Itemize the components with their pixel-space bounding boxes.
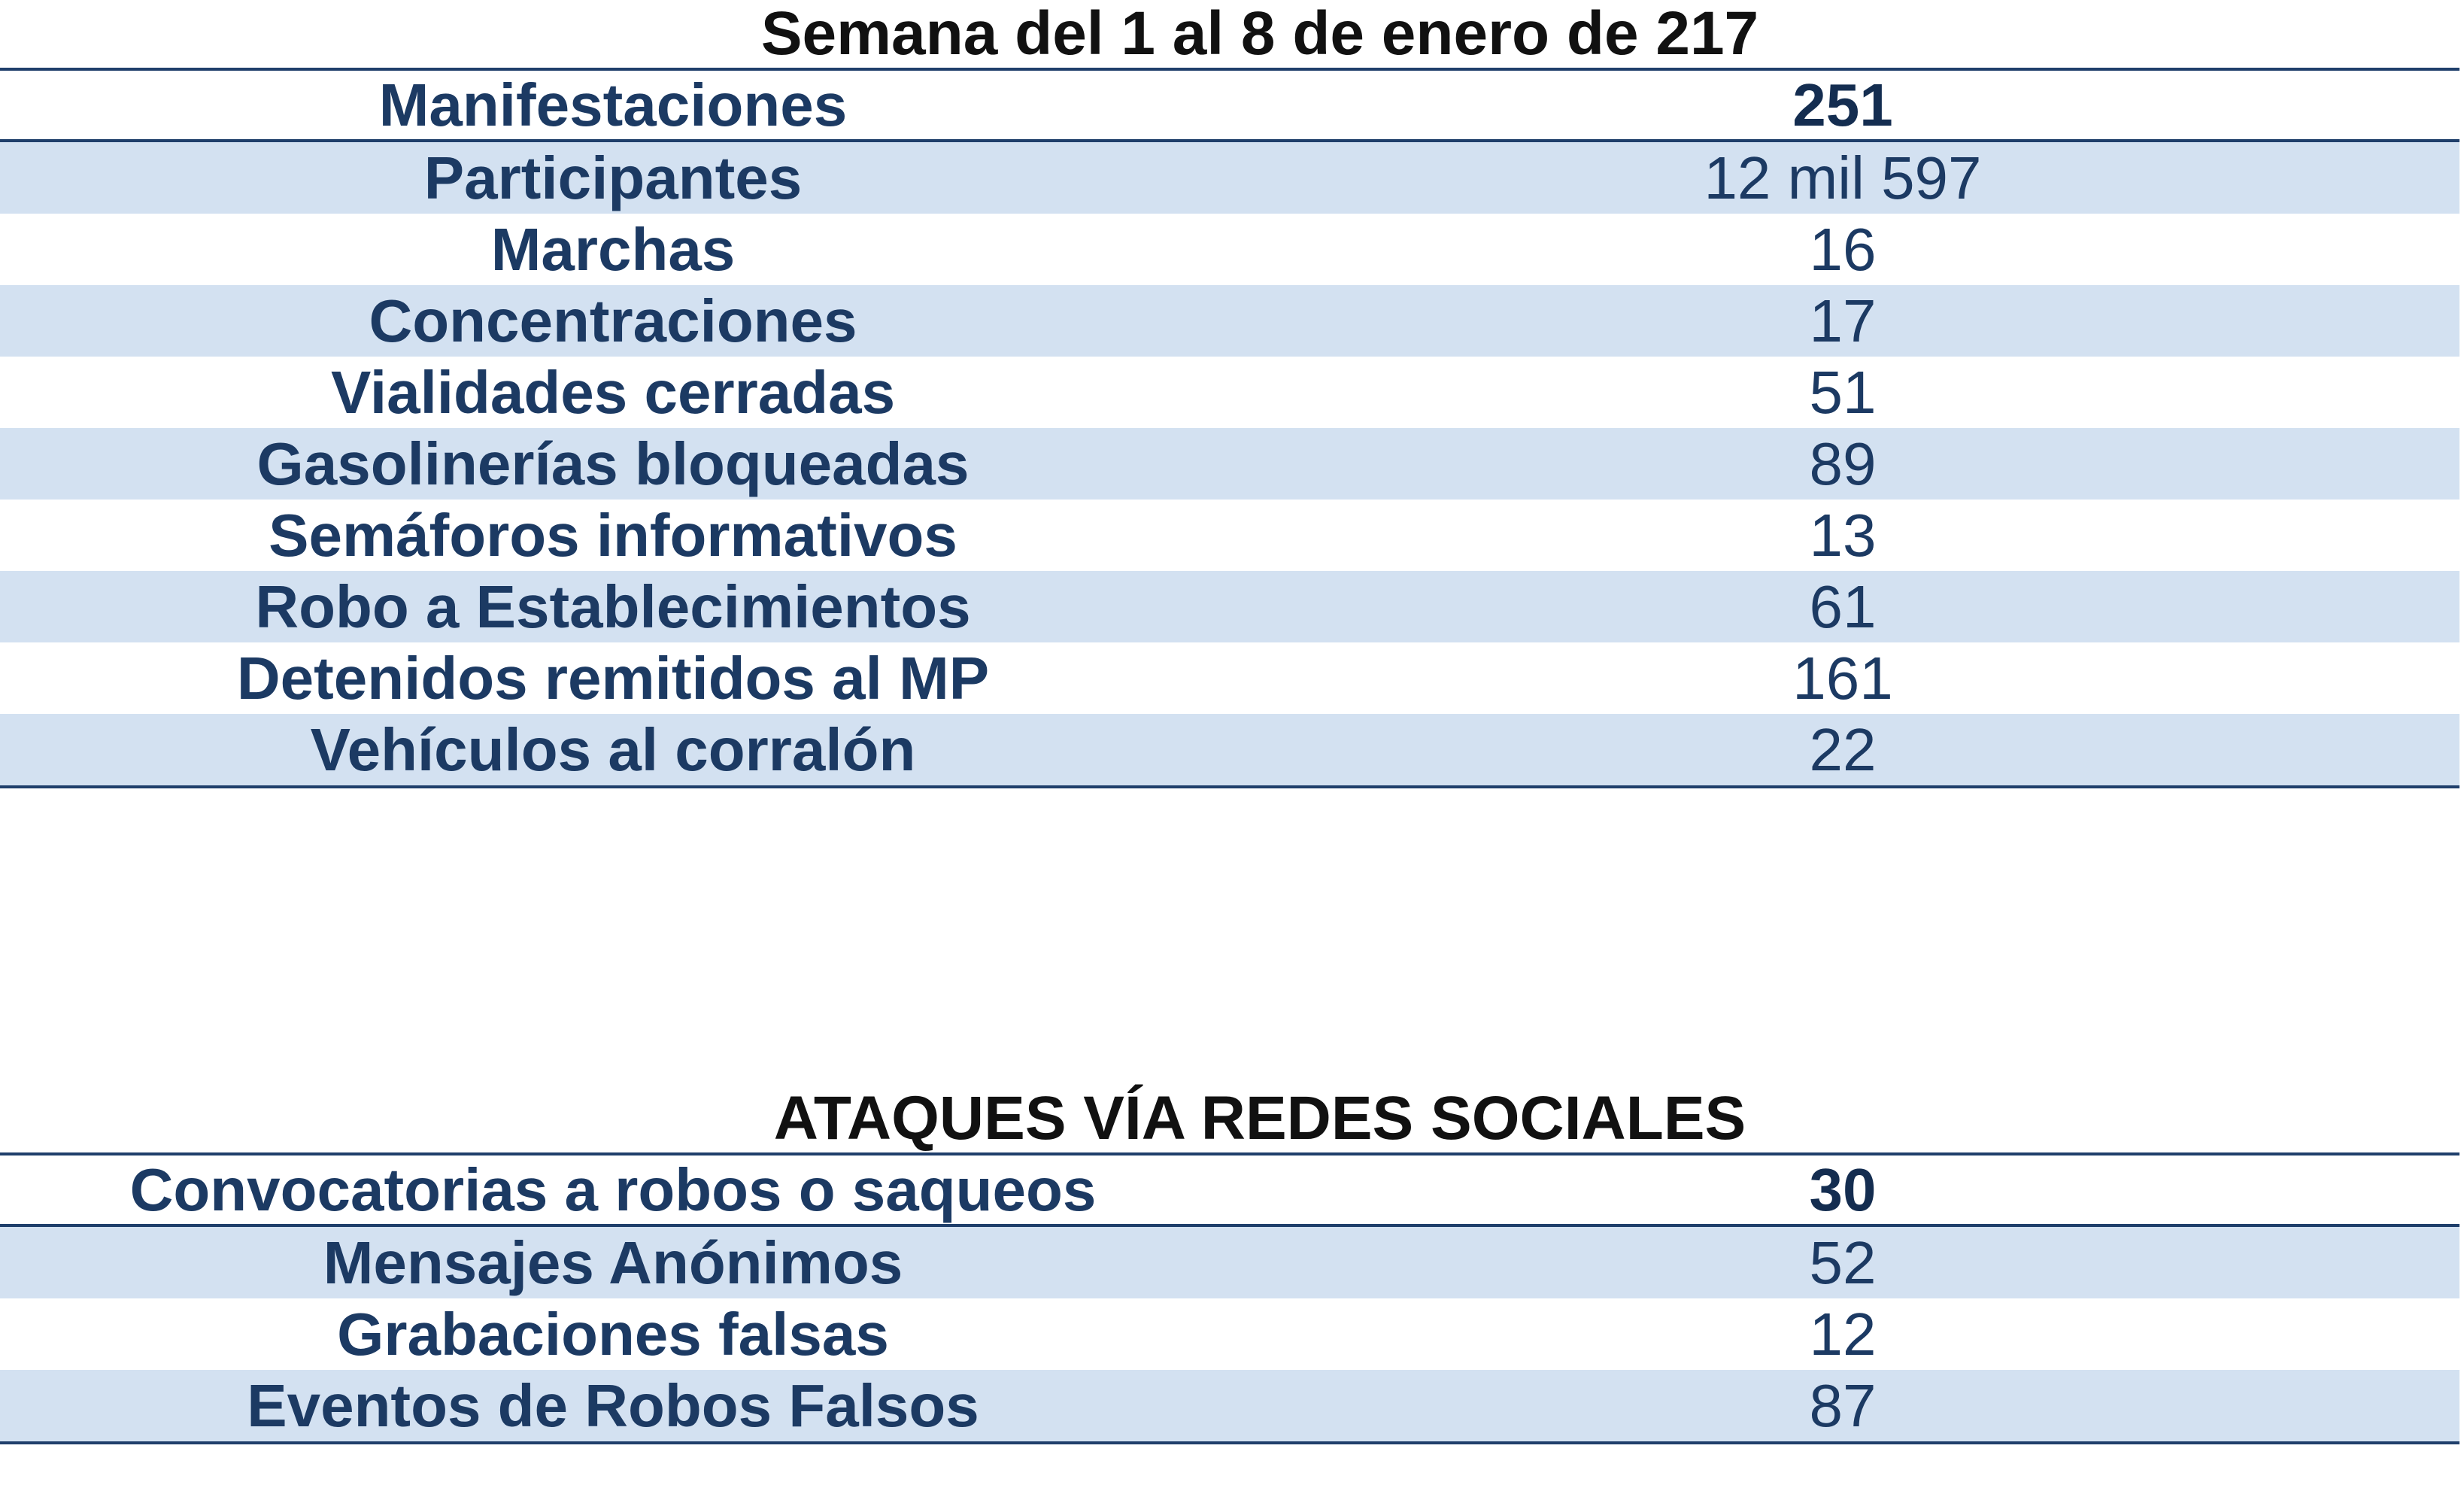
row-value: 13 — [1809, 502, 1877, 569]
row-value: 16 — [1809, 216, 1877, 283]
row-label: Vehículos al corralón — [310, 716, 916, 783]
row-label: Robo a Establecimientos — [255, 573, 971, 640]
row-value: 51 — [1809, 359, 1877, 426]
table-row: Participantes 12 mil 597 — [0, 142, 2459, 214]
table-row: Mensajes Anónimos 52 — [0, 1227, 2459, 1298]
row-label: Semáforos informativos — [269, 502, 957, 569]
row-label: Eventos de Robos Falsos — [247, 1372, 979, 1439]
row-label: Mensajes Anónimos — [323, 1229, 903, 1296]
social-attacks-table: Convocatorias a robos o saqueos 30 Mensa… — [0, 1152, 2459, 1444]
week-summary-section: Semana del 1 al 8 de enero de 217 Manife… — [0, 0, 2459, 788]
table-row: Convocatorias a robos o saqueos 30 — [0, 1155, 2459, 1227]
table-row: Manifestaciones 251 — [0, 71, 2459, 142]
row-label: Grabaciones falsas — [337, 1301, 889, 1368]
row-value: 17 — [1809, 287, 1877, 354]
row-label: Marchas — [490, 216, 736, 283]
row-value: 251 — [1792, 71, 1893, 138]
table-row: Eventos de Robos Falsos 87 — [0, 1370, 2459, 1441]
table-row: Grabaciones falsas 12 — [0, 1298, 2459, 1370]
row-value: 61 — [1809, 573, 1877, 640]
row-value: 12 mil 597 — [1704, 144, 1982, 211]
week-summary-table: Manifestaciones 251 Participantes 12 mil… — [0, 68, 2459, 788]
row-label: Convocatorias a robos o saqueos — [129, 1156, 1097, 1223]
table-row: Gasolinerías bloqueadas 89 — [0, 428, 2459, 500]
week-summary-title: Semana del 1 al 8 de enero de 217 — [760, 0, 1759, 68]
table-row: Vialidades cerradas 51 — [0, 357, 2459, 428]
row-label: Detenidos remitidos al MP — [236, 645, 990, 712]
row-label: Gasolinerías bloqueadas — [256, 430, 970, 497]
table-row: Concentraciones 17 — [0, 285, 2459, 357]
table-row: Vehículos al corralón 22 — [0, 714, 2459, 785]
row-value: 12 — [1809, 1301, 1877, 1368]
row-label: Concentraciones — [369, 287, 857, 354]
row-value: 22 — [1809, 716, 1877, 783]
table-row: Detenidos remitidos al MP 161 — [0, 642, 2459, 714]
row-value: 52 — [1809, 1229, 1877, 1296]
row-label: Participantes — [423, 144, 803, 211]
social-attacks-section: ATAQUES VÍA REDES SOCIALES Convocatorias… — [0, 1085, 2459, 1444]
row-label: Manifestaciones — [378, 71, 848, 138]
table-row: Marchas 16 — [0, 214, 2459, 285]
social-attacks-title: ATAQUES VÍA REDES SOCIALES — [773, 1084, 1746, 1152]
row-label: Vialidades cerradas — [330, 359, 896, 426]
row-value: 87 — [1809, 1372, 1877, 1439]
table-row: Semáforos informativos 13 — [0, 500, 2459, 571]
table-row: Robo a Establecimientos 61 — [0, 571, 2459, 642]
row-value: 89 — [1809, 430, 1877, 497]
row-value: 161 — [1792, 645, 1893, 712]
row-value: 30 — [1809, 1156, 1877, 1223]
